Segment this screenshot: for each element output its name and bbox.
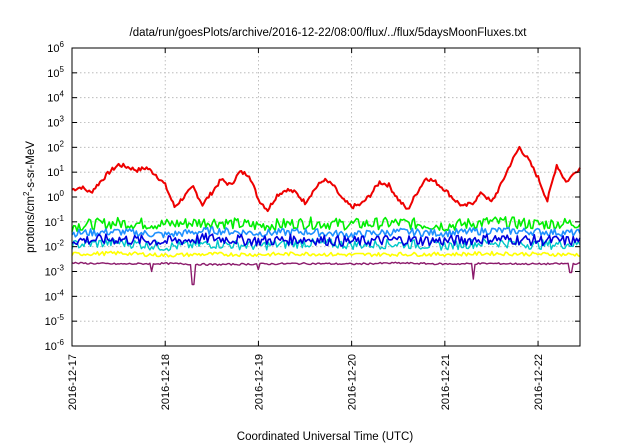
x-tick-label: 2016-12-22 [533,354,545,410]
x-axis-title: Coordinated Universal Time (UTC) [237,431,414,443]
x-tick-label: 2016-12-19 [253,354,265,410]
y-tick-label: 102 [47,139,64,154]
series-line-0 [71,145,581,213]
y-tick-label: 105 [47,65,64,80]
y-tick-label: 104 [47,90,64,105]
x-tick-label: 2016-12-20 [347,354,359,410]
x-tick-label: 2016-12-21 [440,354,452,410]
x-tick-label: 2016-12-17 [67,354,79,410]
y-tick-label: 101 [47,164,64,179]
chart-title: /data/run/goesPlots/archive/2016-12-22/0… [130,27,528,39]
y-tick-label: 10-3 [45,264,65,279]
y-tick-label: 10-2 [45,239,65,254]
grid-lines [72,48,580,346]
y-tick-label: 100 [47,189,64,204]
y-tick-label: 10-5 [45,313,65,328]
series-line-5 [71,250,581,258]
x-axis: 2016-12-17 2016-12-18 2016-12-19 2016-12-20… [67,48,545,410]
y-tick-label: 10-1 [45,214,65,229]
y-axis-title: protons/cm2-s-sr-MeV [22,141,37,253]
x-tick-label: 2016-12-18 [160,354,172,410]
y-tick-label: 10-4 [45,288,65,303]
series-line-1 [71,216,581,233]
series-line-2 [71,226,581,239]
y-axis: 10-6 10-5 10-4 10-3 10-2 10-1 100 101 102 103 104 1… [45,40,580,353]
y-tick-label: 106 [47,40,64,55]
y-tick-label: 10-6 [45,338,65,353]
series-line-4 [71,232,581,247]
y-tick-label: 103 [47,115,64,130]
series-layer [71,145,581,286]
series-line-6 [71,261,581,286]
